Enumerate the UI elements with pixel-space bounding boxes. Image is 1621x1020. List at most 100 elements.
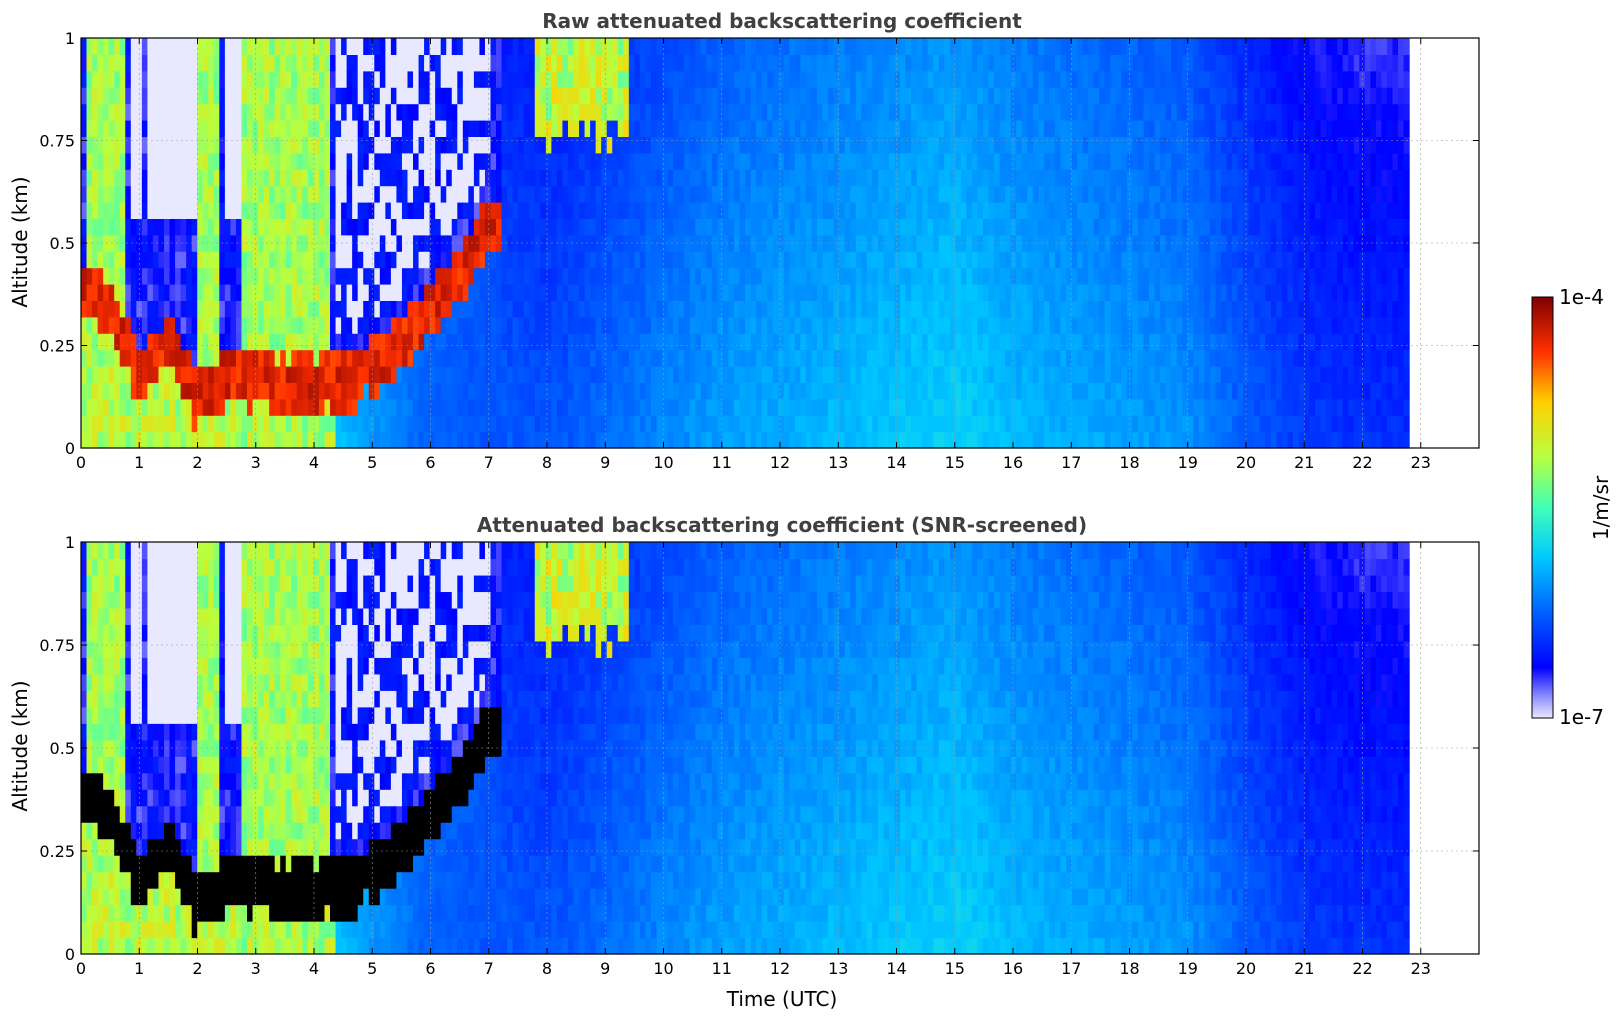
- heatmap-cell: [473, 284, 481, 301]
- heatmap-cell: [1110, 70, 1117, 88]
- heatmap-cell: [81, 398, 88, 416]
- heatmap-cell: [800, 415, 807, 433]
- heatmap-cell: [418, 382, 425, 400]
- heatmap-cell: [280, 152, 287, 170]
- heatmap-cell: [457, 300, 464, 318]
- heatmap-cell: [839, 398, 846, 416]
- heatmap-cell: [186, 234, 193, 252]
- heatmap-cell: [888, 267, 896, 285]
- heatmap-cell: [307, 152, 315, 170]
- heatmap-cell: [595, 415, 602, 433]
- heatmap-cell: [1121, 415, 1128, 433]
- heatmap-cell: [529, 120, 536, 137]
- heatmap-cell: [429, 38, 436, 55]
- heatmap-cell: [429, 300, 436, 318]
- heatmap-cell: [490, 136, 497, 154]
- heatmap-cell: [1126, 136, 1134, 154]
- heatmap-cell: [584, 316, 591, 334]
- heatmap-cell: [291, 234, 298, 252]
- heatmap-cell: [811, 415, 818, 433]
- heatmap-cell: [523, 87, 530, 105]
- heatmap-cell: [623, 382, 630, 400]
- heatmap-cell: [1099, 431, 1106, 449]
- heatmap-cell: [1149, 169, 1156, 187]
- heatmap-cell: [379, 366, 386, 383]
- heatmap-cell: [999, 87, 1006, 105]
- heatmap-cell: [573, 284, 580, 301]
- heatmap-cell: [894, 202, 901, 219]
- heatmap-cell: [429, 431, 436, 449]
- heatmap-cell: [1099, 218, 1106, 236]
- heatmap-cell: [739, 300, 746, 318]
- heatmap-cell: [484, 398, 492, 416]
- heatmap-cell: [1171, 251, 1178, 269]
- heatmap-cell: [1054, 70, 1062, 88]
- heatmap-cell: [894, 152, 901, 170]
- heatmap-cell: [1043, 136, 1050, 154]
- heatmap-cell: [191, 136, 198, 154]
- heatmap-cell: [983, 218, 990, 236]
- heatmap-cell: [983, 185, 990, 203]
- heatmap-cell: [933, 382, 940, 400]
- heatmap-cell: [1171, 103, 1178, 121]
- heatmap-cell: [960, 202, 967, 219]
- heatmap-cell: [219, 333, 226, 351]
- heatmap-cell: [706, 300, 713, 318]
- heatmap-cell: [451, 366, 458, 383]
- heatmap-cell: [601, 218, 608, 236]
- heatmap-cell: [579, 70, 586, 88]
- heatmap-cell: [534, 136, 541, 154]
- heatmap-cell: [1165, 87, 1172, 105]
- heatmap-cell: [496, 152, 503, 170]
- heatmap-cell: [590, 366, 597, 383]
- heatmap-cell: [988, 120, 995, 137]
- heatmap-cell: [457, 38, 464, 55]
- heatmap-cell: [960, 70, 967, 88]
- heatmap-cell: [551, 284, 558, 301]
- heatmap-cell: [634, 202, 641, 219]
- heatmap-cell: [197, 251, 204, 269]
- heatmap-cell: [540, 251, 547, 269]
- heatmap-cell: [119, 415, 126, 433]
- heatmap-cell: [186, 284, 193, 301]
- heatmap-cell: [1121, 120, 1128, 137]
- heatmap-cell: [861, 234, 868, 252]
- heatmap-cell: [1110, 152, 1117, 170]
- heatmap-cell: [169, 431, 176, 449]
- heatmap-cell: [368, 251, 375, 269]
- heatmap-cell: [606, 169, 613, 187]
- heatmap-cell: [971, 136, 979, 154]
- heatmap-cell: [1160, 267, 1167, 285]
- heatmap-cell: [1049, 284, 1056, 301]
- heatmap-cell: [490, 431, 497, 449]
- heatmap-cell: [401, 152, 409, 170]
- heatmap-cell: [1077, 234, 1084, 252]
- heatmap-cell: [828, 251, 835, 269]
- heatmap-cell: [612, 366, 619, 383]
- heatmap-cell: [313, 54, 320, 72]
- heatmap-cell: [1115, 120, 1122, 137]
- heatmap-cell: [971, 234, 979, 252]
- heatmap-cell: [767, 234, 774, 252]
- heatmap-cell: [468, 431, 475, 449]
- heatmap-cell: [490, 300, 497, 318]
- heatmap-cell: [119, 152, 126, 170]
- heatmap-cell: [219, 366, 226, 383]
- heatmap-cell: [518, 202, 525, 219]
- heatmap-cell: [490, 316, 497, 334]
- heatmap-cell: [689, 54, 696, 72]
- heatmap-cell: [1165, 366, 1172, 383]
- heatmap-cell: [473, 38, 481, 55]
- heatmap-cell: [828, 103, 835, 121]
- heatmap-cell: [1121, 185, 1128, 203]
- heatmap-cell: [944, 202, 951, 219]
- heatmap-cell: [158, 152, 165, 170]
- heatmap-cell: [1043, 38, 1050, 55]
- heatmap-cell: [706, 169, 713, 187]
- heatmap-cell: [567, 431, 575, 449]
- heatmap-cell: [656, 54, 663, 72]
- heatmap-cell: [573, 87, 580, 105]
- heatmap-cell: [706, 234, 713, 252]
- heatmap-cell: [562, 284, 569, 301]
- heatmap-cell: [341, 349, 348, 367]
